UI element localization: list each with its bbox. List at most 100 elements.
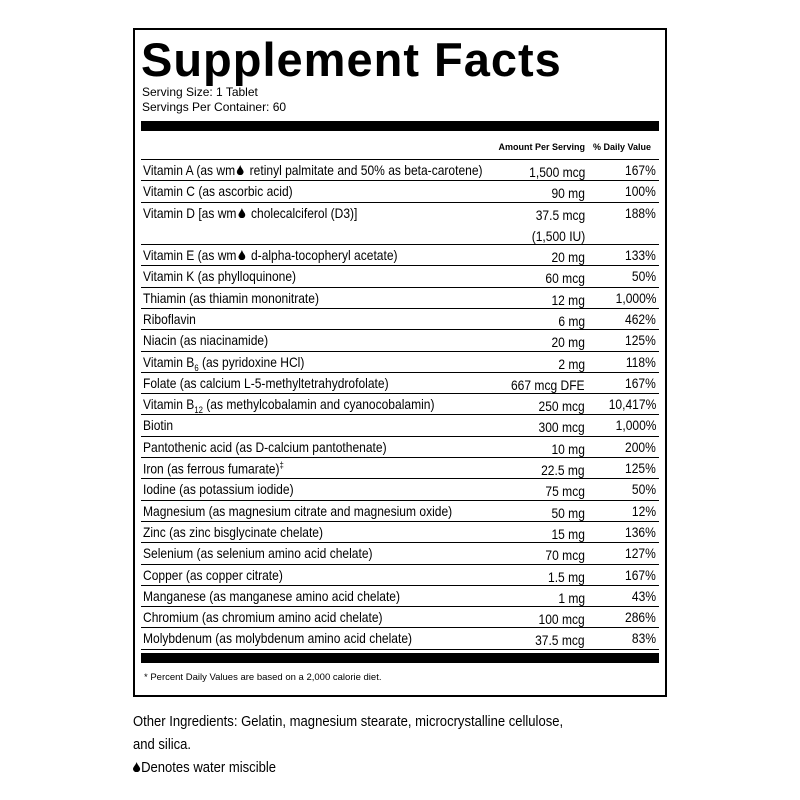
nutrient-row: Vitamin C (as ascorbic acid) 90 mg 100% [141, 181, 659, 204]
nutrient-row: Magnesium (as magnesium citrate and magn… [141, 501, 659, 522]
amount-text: 37.5 mcg [535, 206, 585, 223]
amount: 1,500 mcg [529, 162, 585, 183]
amount-text: 250 mcg [538, 398, 585, 415]
amount-text: 10 mg [551, 440, 585, 457]
serving-size: Serving Size: 1 Tablet [142, 85, 258, 99]
legend: Denotes water miscible [133, 760, 276, 776]
daily-value: 83% [631, 630, 656, 647]
nutrient-name: Vitamin B12 (as methylcobalamin and cyan… [143, 396, 434, 415]
amount: 10 mg [552, 439, 585, 460]
footnote: * Percent Daily Values are based on a 2,… [144, 672, 382, 683]
amount-text: 90 mg [551, 185, 585, 202]
amount: 90 mg [552, 183, 585, 204]
nutrient-row: Vitamin D [as wm cholecalciferol (D3)] 37… [141, 203, 659, 246]
nutrient-row: Chromium (as chromium amino acid chelate… [141, 607, 659, 629]
name-text: (as methylcobalamin and cyanocobalamin) [202, 396, 435, 413]
amount-note: (1,500 IU) [531, 227, 585, 244]
amount: 22.5 mg [541, 460, 585, 481]
name-text: cholecalciferol (D3)] [247, 204, 358, 221]
drop-icon [133, 762, 141, 772]
amount-text: 100 mcg [538, 611, 585, 628]
nutrient-row: Vitamin K (as phylloquinone) 60 mcg 50% [141, 266, 659, 289]
nutrient-name: Pantothenic acid (as D-calcium pantothen… [143, 439, 387, 455]
nutrient-row: Biotin 300 mcg 1,000% [141, 415, 659, 438]
nutrient-row: Molybdenum (as molybdenum amino acid che… [141, 628, 659, 651]
daily-value: 286% [625, 609, 656, 626]
name-text: Biotin [143, 417, 174, 434]
amount: 12 mg [552, 290, 585, 311]
amount-text: 15 mg [551, 525, 585, 542]
amount-text: 50 mg [551, 504, 585, 521]
nutrient-name: Vitamin C (as ascorbic acid) [143, 183, 293, 199]
daily-value: 462% [625, 310, 656, 327]
amount-text: 1 mg [558, 589, 585, 606]
nutrient-row: Zinc (as zinc bisglycinate chelate) 15 mg… [141, 522, 659, 544]
amount-text: 300 mcg [538, 419, 585, 436]
nutrient-name: Zinc (as zinc bisglycinate chelate) [143, 524, 323, 540]
amount-text: 22.5 mg [541, 462, 585, 479]
name-text: Vitamin A (as wm [143, 162, 236, 178]
daily-value: 10,417% [608, 396, 656, 413]
amount: 1.5 mg [548, 567, 585, 588]
drop-icon [236, 165, 244, 175]
name-text: d-alpha-tocopheryl acetate) [247, 247, 398, 264]
nutrient-row: Vitamin B6 (as pyridoxine HCl) 2 mg 118% [141, 352, 659, 373]
nutrient-row: Folate (as calcium L-5-methyltetrahydrof… [141, 373, 659, 395]
amount: 6 mg [558, 311, 585, 332]
nutrient-name: Vitamin K (as phylloquinone) [143, 268, 296, 284]
amount-text: 2 mg [558, 355, 585, 372]
name-text: Riboflavin [143, 310, 196, 327]
name-text: Pantothenic acid (as D-calcium pantothen… [143, 438, 387, 455]
name-text: Copper (as copper citrate) [143, 566, 283, 583]
nutrient-name: Thiamin (as thiamin mononitrate) [143, 290, 319, 306]
amount-text: 20 mg [551, 334, 585, 351]
nutrient-row: Vitamin E (as wm d-alpha-tocopheryl acet… [141, 245, 659, 268]
nutrient-name: Niacin (as niacinamide) [143, 332, 268, 348]
amount: 20 mg [552, 247, 585, 268]
nutrient-row: Vitamin A (as wm retinyl palmitate and 5… [141, 160, 659, 183]
amount: 70 mcg [546, 545, 585, 566]
daily-value: 12% [631, 502, 656, 519]
nutrient-row: Selenium (as selenium amino acid chelate… [141, 543, 659, 566]
nutrient-name: Folate (as calcium L-5-methyltetrahydrof… [143, 375, 389, 391]
amount: 2 mg [558, 354, 585, 375]
nutrient-row: Pantothenic acid (as D-calcium pantothen… [141, 437, 659, 460]
nutrient-row: Copper (as copper citrate) 1.5 mg 167% [141, 565, 659, 586]
name-text: Vitamin C (as ascorbic acid) [143, 183, 293, 200]
amount: 300 mcg [539, 417, 585, 438]
amount: 37.5 mcg [535, 630, 585, 651]
legend-text: Denotes water miscible [141, 760, 277, 776]
name-text: Magnesium (as magnesium citrate and magn… [143, 502, 453, 519]
nutrient-name: Vitamin A (as wm retinyl palmitate and 5… [143, 162, 483, 178]
name-text: Vitamin E (as wm [143, 247, 237, 264]
nutrient-name: Riboflavin [143, 311, 196, 327]
daily-value: 125% [625, 332, 656, 349]
nutrient-row: Vitamin B12 (as methylcobalamin and cyan… [141, 394, 659, 416]
thick-rule [141, 121, 659, 131]
nutrient-row: Thiamin (as thiamin mononitrate) 12 mg 1,0… [141, 288, 659, 309]
name-text: Selenium (as selenium amino acid chelate… [143, 545, 373, 562]
amount-text: 70 mcg [545, 547, 585, 564]
name-text: Vitamin D [as wm [143, 204, 237, 221]
daily-value: 1,000% [615, 417, 656, 434]
drop-shape [238, 207, 246, 218]
facts-panel: Supplement Facts Serving Size: 1 Tablet … [133, 28, 667, 697]
thick-rule [141, 653, 659, 663]
daily-value: 188% [625, 204, 656, 221]
name-text: Iodine (as potassium iodide) [143, 481, 294, 498]
daily-value: 43% [631, 587, 656, 604]
daily-value: 200% [625, 438, 656, 455]
nutrient-table: Vitamin A (as wm retinyl palmitate and 5… [141, 159, 659, 650]
title: Supplement Facts [141, 33, 562, 86]
name-text: retinyl palmitate and 50% as beta-carote… [246, 162, 483, 178]
nutrient-name: Biotin [143, 417, 173, 433]
amount: 60 mcg [546, 268, 585, 289]
nutrient-name: Magnesium (as magnesium citrate and magn… [143, 503, 452, 519]
amount: 50 mg [552, 503, 585, 524]
amount-text: 6 mg [558, 312, 585, 329]
nutrient-name: Vitamin E (as wm d-alpha-tocopheryl acet… [143, 247, 398, 263]
name-text: Vitamin B [143, 396, 195, 413]
nutrient-name: Chromium (as chromium amino acid chelate… [143, 609, 383, 625]
name-text: Iron (as ferrous fumarate) [143, 460, 280, 477]
